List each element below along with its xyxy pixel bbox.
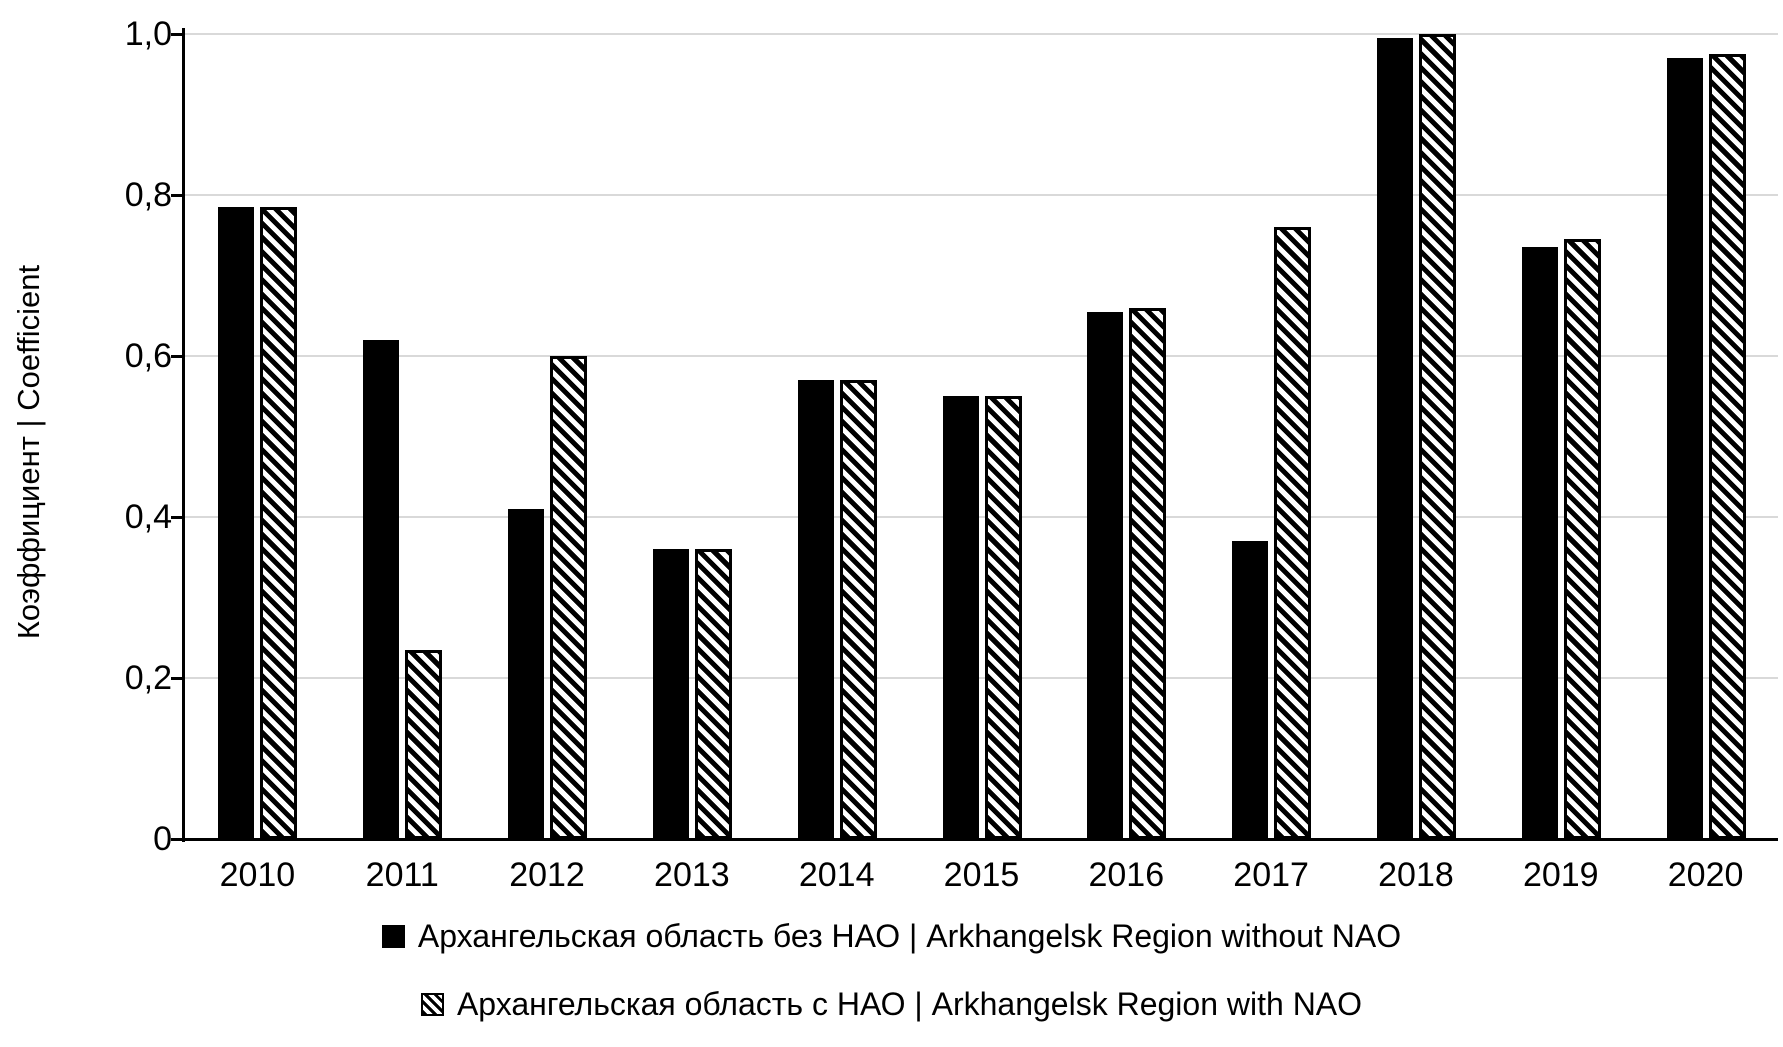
bar-2016-without-nao (1087, 311, 1124, 839)
bar-2011-with-nao (405, 649, 443, 839)
bar-2018-with-nao (1418, 34, 1456, 839)
bar-2014-with-nao (839, 380, 877, 839)
bar-2015-without-nao (942, 396, 979, 839)
y-tick-mark (171, 676, 185, 680)
y-tick-mark (171, 193, 185, 197)
x-tick-label: 2013 (654, 856, 730, 894)
y-tick-label: 0,6 (124, 337, 172, 375)
bar-2020-without-nao (1666, 58, 1703, 839)
bar-2016-with-nao (1129, 307, 1167, 839)
legend-marker-hatch-icon (420, 993, 444, 1016)
y-tick-mark (171, 32, 185, 36)
bar-2019-with-nao (1563, 239, 1601, 839)
bar-2019-without-nao (1521, 247, 1558, 839)
x-tick-label: 2010 (219, 856, 296, 894)
legend-label-with-nao: Архангельская область с НАО | Arkhangels… (456, 986, 1363, 1022)
y-tick-label: 0,4 (124, 498, 172, 536)
legend-marker-solid-icon (381, 925, 405, 948)
bar-2011-without-nao (363, 339, 400, 839)
y-tick-mark (171, 837, 185, 841)
y-tick-mark (171, 354, 185, 358)
bar-2012-without-nao (508, 508, 545, 839)
gridline (185, 33, 1778, 35)
x-axis-line (182, 838, 1778, 841)
bar-2014-without-nao (797, 380, 834, 839)
bar-2017-with-nao (1274, 227, 1312, 839)
y-tick-label: 1,0 (124, 15, 172, 53)
x-tick-label: 2015 (943, 856, 1020, 894)
x-tick-label: 2017 (1233, 856, 1309, 894)
bar-2020-with-nao (1708, 54, 1746, 839)
bar-2017-without-nao (1232, 541, 1269, 839)
gridline (185, 355, 1778, 357)
bar-2013-with-nao (694, 549, 732, 839)
bar-2010-without-nao (218, 207, 255, 839)
legend-item-with-nao: Архангельская область с НАО | Arkhangels… (0, 986, 1783, 1023)
x-tick-label: 2018 (1378, 856, 1454, 894)
y-tick-label: 0,8 (124, 176, 172, 214)
y-axis-line (182, 28, 185, 842)
x-tick-label: 2012 (509, 856, 585, 894)
y-axis-title: Коэффициент | Coefficient (11, 264, 46, 640)
y-tick-label: 0,2 (124, 659, 172, 697)
y-tick-mark (171, 515, 185, 519)
x-tick-label: 2020 (1667, 856, 1744, 894)
x-tick-label: 2019 (1522, 856, 1599, 894)
gridline (185, 194, 1778, 196)
bar-2018-without-nao (1376, 38, 1413, 839)
x-tick-label: 2011 (365, 856, 439, 894)
bar-2012-with-nao (550, 356, 588, 839)
gridline (185, 516, 1778, 518)
x-tick-label: 2014 (798, 856, 875, 894)
gridline (185, 677, 1778, 679)
y-tick-label: 0 (153, 820, 172, 858)
legend-label-without-nao: Архангельская область без НАО | Arkhange… (417, 918, 1402, 954)
bar-2010-with-nao (260, 207, 298, 839)
bar-2013-without-nao (652, 549, 689, 839)
legend-item-without-nao: Архангельская область без НАО | Arkhange… (0, 918, 1783, 955)
bar-2015-with-nao (984, 396, 1022, 839)
x-tick-label: 2016 (1088, 856, 1165, 894)
